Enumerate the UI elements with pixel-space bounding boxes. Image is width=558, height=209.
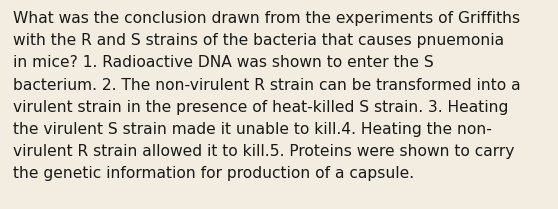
Text: virulent strain in the presence of heat-killed S strain. 3. Heating: virulent strain in the presence of heat-… (13, 100, 508, 115)
Text: with the R and S strains of the bacteria that causes pnuemonia: with the R and S strains of the bacteria… (13, 33, 504, 48)
Text: the virulent S strain made it unable to kill.4. Heating the non-: the virulent S strain made it unable to … (13, 122, 492, 137)
Text: in mice? 1. Radioactive DNA was shown to enter the S: in mice? 1. Radioactive DNA was shown to… (13, 55, 434, 70)
Text: the genetic information for production of a capsule.: the genetic information for production o… (13, 166, 414, 181)
Text: What was the conclusion drawn from the experiments of Griffiths: What was the conclusion drawn from the e… (13, 11, 520, 26)
Text: virulent R strain allowed it to kill.5. Proteins were shown to carry: virulent R strain allowed it to kill.5. … (13, 144, 514, 159)
Text: bacterium. 2. The non-virulent R strain can be transformed into a: bacterium. 2. The non-virulent R strain … (13, 78, 521, 93)
